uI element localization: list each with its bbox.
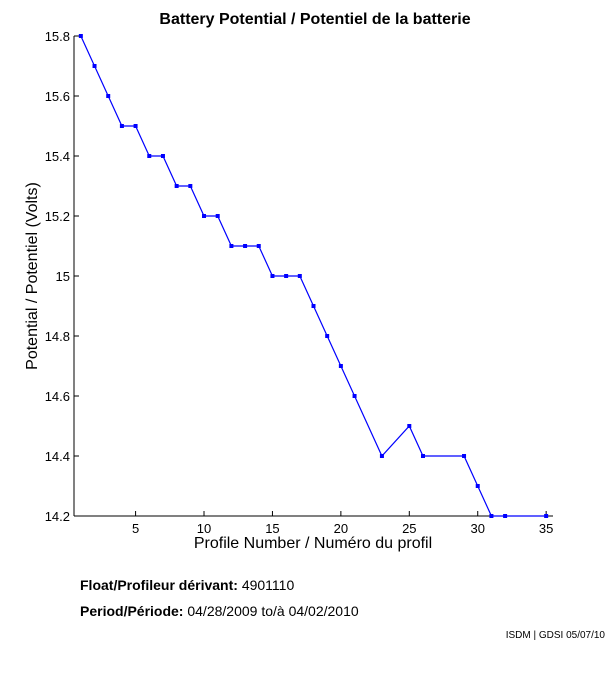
y-tick-label: 14.6 <box>45 389 70 404</box>
data-point <box>462 454 467 458</box>
data-point <box>297 274 302 278</box>
x-tick-label: 20 <box>334 521 348 536</box>
data-point <box>420 454 425 458</box>
data-point <box>352 394 357 398</box>
float-info: Float/Profileur dérivant: 4901110 <box>80 577 294 593</box>
y-tick-label: 14.2 <box>45 509 70 524</box>
data-point <box>325 334 330 338</box>
data-point <box>256 244 261 248</box>
data-point <box>106 94 111 98</box>
x-axis-label: Profile Number / Numéro du profil <box>194 535 432 552</box>
data-point <box>544 514 549 518</box>
data-point <box>270 274 275 278</box>
data-point <box>489 514 494 518</box>
period-end: 04/02/2010 <box>288 603 359 619</box>
data-point <box>147 154 152 158</box>
data-point <box>229 244 234 248</box>
period-info: Period/Période: 04/28/2009 to/à 04/02/20… <box>80 603 359 619</box>
data-point <box>160 154 165 158</box>
data-point <box>133 124 138 128</box>
y-tick-label: 15.8 <box>45 29 70 44</box>
x-tick-label: 30 <box>470 521 484 536</box>
data-point <box>243 244 248 248</box>
y-tick-label: 14.4 <box>45 449 70 464</box>
y-tick-label: 15 <box>56 269 70 284</box>
y-axis-label: Potential / Potentiel (Volts) <box>24 182 41 370</box>
period-sep: to/à <box>261 603 285 619</box>
data-point <box>338 364 343 368</box>
x-tick-label: 35 <box>539 521 553 536</box>
x-tick-label: 15 <box>265 521 279 536</box>
data-point <box>379 454 384 458</box>
x-tick-label: 10 <box>197 521 211 536</box>
period-start: 04/28/2009 <box>187 603 258 619</box>
data-point <box>78 34 83 38</box>
x-tick-label: 5 <box>132 521 139 536</box>
data-point <box>188 184 193 188</box>
data-point <box>503 514 508 518</box>
data-point <box>215 214 220 218</box>
float-value: 4901110 <box>241 577 295 593</box>
credit: ISDM | GDSI 05/07/10 <box>505 630 605 641</box>
y-tick-label: 15.2 <box>45 209 70 224</box>
y-tick-label: 15.4 <box>45 149 70 164</box>
y-tick-label: 14.8 <box>45 329 70 344</box>
period-label: Period/Période: <box>80 603 184 619</box>
data-point <box>119 124 124 128</box>
data-point <box>475 484 480 488</box>
data-point <box>284 274 289 278</box>
data-point <box>92 64 97 68</box>
data-point <box>311 304 316 308</box>
data-point <box>202 214 207 218</box>
data-point <box>407 424 412 428</box>
x-tick-label: 25 <box>402 521 416 536</box>
y-tick-label: 15.6 <box>45 89 70 104</box>
float-label: Float/Profileur dérivant: <box>80 577 238 593</box>
data-point <box>174 184 179 188</box>
battery-chart: Battery Potential / Potentiel de la batt… <box>24 11 553 552</box>
series-line <box>80 35 547 517</box>
chart-title: Battery Potential / Potentiel de la batt… <box>159 11 470 28</box>
